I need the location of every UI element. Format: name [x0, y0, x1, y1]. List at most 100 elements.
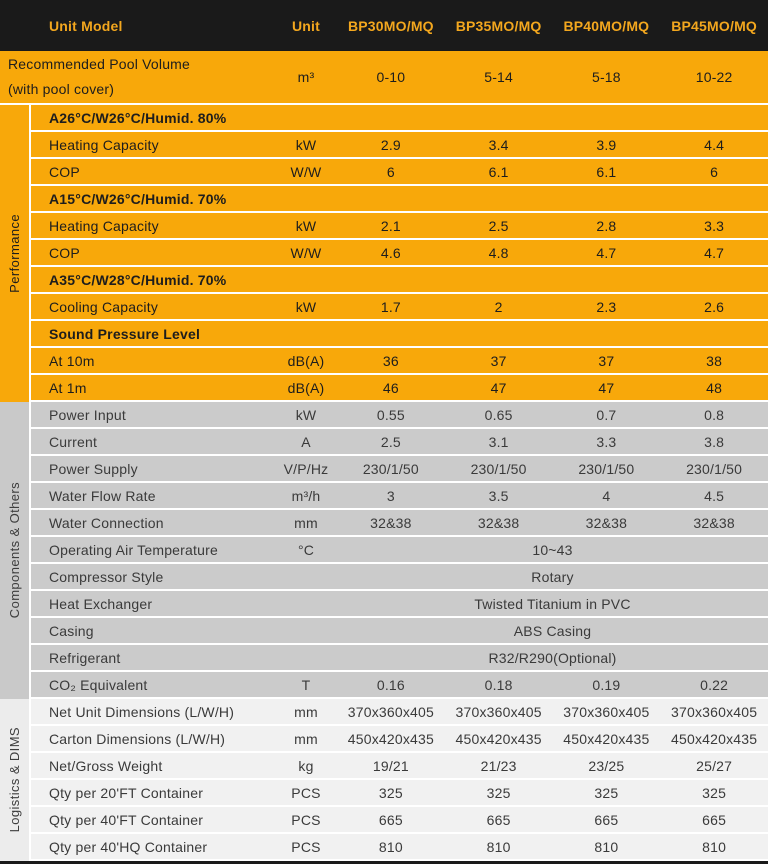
unit-cell: kW: [295, 136, 317, 153]
value-cell-4: 665: [702, 811, 727, 828]
merged-value-cell: Rotary: [531, 568, 574, 585]
spec-row: Refrigerant R32/R290(Optional): [31, 645, 768, 672]
unit-cell: PCS: [291, 811, 321, 828]
row-label: Casing: [49, 622, 94, 639]
row-label: COP: [49, 244, 80, 261]
unit-cell: V/P/Hz: [283, 460, 329, 477]
spec-row: Qty per 40'HQ Container PCS 810 810 810 810: [31, 834, 768, 861]
value-cell-3: 665: [594, 811, 619, 828]
section-label-logistics: Logistics & DIMS: [0, 699, 29, 861]
spec-row: CO₂ Equivalent T 0.16 0.18 0.19 0.22: [31, 672, 768, 699]
unit-cell: dB(A): [287, 379, 325, 396]
unit-cell: mm: [294, 514, 318, 531]
value-cell-1: 450x420x435: [347, 730, 435, 747]
row-label: Refrigerant: [49, 649, 121, 666]
unit-cell: W/W: [290, 244, 322, 261]
condition-subheader-row: A26°C/W26°C/Humid. 80%: [31, 105, 768, 132]
value-cell-1: 4.6: [380, 244, 401, 261]
spec-row: Heating Capacity kW 2.1 2.5 2.8 3.3: [31, 213, 768, 240]
pool-volume-label: Recommended Pool Volume (with pool cover…: [0, 52, 275, 102]
spec-row: Compressor Style Rotary: [31, 564, 768, 591]
value-cell-1: 3: [386, 487, 395, 504]
row-label: Qty per 20'FT Container: [49, 784, 204, 801]
row-label: CO₂ Equivalent: [49, 676, 148, 693]
value-cell-3: 0.7: [596, 406, 617, 423]
pool-volume-unit: m³: [297, 69, 315, 85]
spec-row: Net Unit Dimensions (L/W/H) mm 370x360x405…: [31, 699, 768, 726]
spec-row: Operating Air Temperature °C 10~43: [31, 537, 768, 564]
unit-cell: W/W: [290, 163, 322, 180]
section-performance-rows: A26°C/W26°C/Humid. 80% Heating Capacity kW…: [29, 105, 768, 402]
section-components-rows: Power Input kW 0.55 0.65 0.7 0.8 Current A 2.5 3.…: [29, 402, 768, 699]
header-cell-model-1: BP30MO/MQ: [347, 17, 434, 34]
value-cell-2: 32&38: [477, 514, 520, 531]
spec-row: Water Flow Rate m³/h 3 3.5 4 4.5: [31, 483, 768, 510]
value-cell-4: 0.22: [700, 676, 729, 693]
merged-value-cell: ABS Casing: [513, 622, 592, 639]
subheader-label: A35°C/W28°C/Humid. 70%: [49, 271, 227, 288]
section-logistics: Logistics & DIMS Net Unit Dimensions (L/…: [0, 699, 768, 861]
value-cell-4: 2.6: [704, 298, 725, 315]
row-label: Qty per 40'HQ Container: [49, 838, 208, 855]
unit-cell: PCS: [291, 784, 321, 801]
value-cell-3: 2.8: [596, 217, 617, 234]
value-cell-4: 25/27: [696, 757, 733, 774]
value-cell-4: 450x420x435: [670, 730, 758, 747]
section-components: Components & Others Power Input kW 0.55 0.6…: [0, 402, 768, 699]
row-label: Carton Dimensions (L/W/H): [49, 730, 226, 747]
condition-subheader-row: A15°C/W26°C/Humid. 70%: [31, 186, 768, 213]
value-cell-4: 6: [710, 163, 719, 180]
value-cell-2: 2: [494, 298, 503, 315]
spec-row: Current A 2.5 3.1 3.3 3.8: [31, 429, 768, 456]
pool-volume-row: Recommended Pool Volume (with pool cover…: [0, 51, 768, 105]
value-cell-1: 32&38: [370, 514, 412, 531]
value-cell-3: 32&38: [585, 514, 628, 531]
unit-cell: T: [301, 676, 311, 693]
unit-cell: dB(A): [287, 352, 325, 369]
unit-cell: °C: [297, 541, 315, 558]
value-cell-2: 47: [490, 379, 507, 396]
pool-volume-label-line2: (with pool cover): [8, 81, 115, 97]
section-label-performance-text: Performance: [7, 214, 22, 293]
value-cell-1: 1.7: [380, 298, 401, 315]
spec-row: Qty per 40'FT Container PCS 665 665 665 665: [31, 807, 768, 834]
value-cell-3: 2.3: [596, 298, 617, 315]
subheader-label: Sound Pressure Level: [49, 325, 201, 342]
merged-value-cell: 10~43: [532, 541, 573, 558]
value-cell-2: 810: [486, 838, 511, 855]
value-cell-3: 6.1: [596, 163, 617, 180]
pool-volume-value-2: 5-14: [484, 69, 514, 85]
value-cell-2: 6.1: [488, 163, 509, 180]
pool-volume-value-1: 0-10: [376, 69, 406, 85]
value-cell-4: 3.3: [704, 217, 725, 234]
section-label-components-text: Components & Others: [7, 482, 22, 619]
spec-row: Heating Capacity kW 2.9 3.4 3.9 4.4: [31, 132, 768, 159]
value-cell-3: 3.3: [596, 433, 617, 450]
row-label: Operating Air Temperature: [49, 541, 218, 558]
value-cell-1: 0.16: [376, 676, 405, 693]
table-header-row: Unit Model Unit BP30MO/MQ BP35MO/MQ BP40…: [0, 0, 768, 51]
value-cell-3: 230/1/50: [578, 460, 635, 477]
spec-row: Qty per 20'FT Container PCS 325 325 325 325: [31, 780, 768, 807]
value-cell-2: 3.4: [488, 136, 509, 153]
value-cell-2: 21/23: [480, 757, 517, 774]
value-cell-1: 2.9: [380, 136, 401, 153]
value-cell-3: 810: [594, 838, 619, 855]
value-cell-2: 325: [486, 784, 511, 801]
row-label: Power Supply: [49, 460, 138, 477]
row-label: Cooling Capacity: [49, 298, 159, 315]
value-cell-1: 2.5: [380, 433, 401, 450]
section-label-logistics-text: Logistics & DIMS: [7, 727, 22, 833]
pool-volume-label-line1: Recommended Pool Volume: [8, 56, 191, 72]
header-cell-model-2: BP35MO/MQ: [455, 17, 542, 34]
spec-row: Cooling Capacity kW 1.7 2 2.3 2.6: [31, 294, 768, 321]
header-cell-unit: Unit: [291, 17, 320, 34]
row-label: Net Unit Dimensions (L/W/H): [49, 703, 235, 720]
value-cell-4: 4.4: [704, 136, 725, 153]
section-label-performance: Performance: [0, 105, 29, 402]
unit-cell: A: [301, 433, 311, 450]
section-performance: Performance A26°C/W26°C/Humid. 80% Heatin…: [0, 105, 768, 402]
value-cell-2: 0.18: [484, 676, 513, 693]
value-cell-3: 0.19: [592, 676, 621, 693]
